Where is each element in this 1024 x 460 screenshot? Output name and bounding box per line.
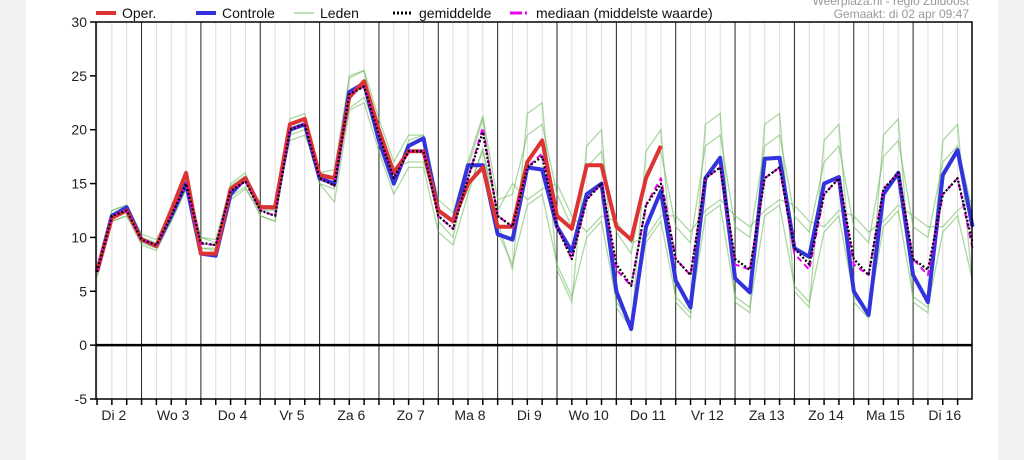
plot-frame xyxy=(95,21,973,400)
x-tick-label: Wo 10 xyxy=(569,407,609,423)
y-tick-label: 15 xyxy=(71,176,87,192)
legend-label: Controle xyxy=(222,5,275,21)
legend-label: gemiddelde xyxy=(419,5,492,21)
member-line xyxy=(96,96,973,270)
x-tick-label: Di 2 xyxy=(101,407,126,423)
mean-line xyxy=(95,85,974,287)
x-tick-label: Vr 12 xyxy=(691,407,724,423)
oper-line xyxy=(95,79,663,273)
x-tick-label: Ma 8 xyxy=(454,407,485,423)
source-note: Weerplaza.nl - regio Zuidoost xyxy=(812,0,969,8)
y-tick-label: 30 xyxy=(71,14,87,30)
member-line xyxy=(96,101,974,326)
y-tick-label: 10 xyxy=(71,229,87,245)
x-tick-label: Do 4 xyxy=(218,407,248,423)
y-tick-label: -5 xyxy=(75,391,88,407)
y-tick-label: 0 xyxy=(79,337,87,353)
member-line xyxy=(96,69,974,331)
x-tick-label: Zo 14 xyxy=(808,407,844,423)
x-tick-label: Vr 5 xyxy=(279,407,304,423)
x-tick-label: Di 16 xyxy=(928,407,961,423)
x-tick-label: Ma 15 xyxy=(866,407,905,423)
x-tick-label: Za 13 xyxy=(749,407,785,423)
legend-label: Oper. xyxy=(122,5,156,21)
y-tick-label: 25 xyxy=(71,68,87,84)
y-tick-label: 5 xyxy=(79,283,87,299)
legend-label: mediaan (middelste waarde) xyxy=(536,5,713,21)
median-line xyxy=(96,85,974,287)
y-tick-label: 20 xyxy=(71,122,87,138)
x-tick-label: Za 6 xyxy=(337,407,365,423)
x-tick-label: Wo 3 xyxy=(157,407,190,423)
created-timestamp: Gemaakt: di 02 apr 09:47 xyxy=(834,7,970,21)
x-tick-label: Do 11 xyxy=(630,407,667,423)
legend-label: Leden xyxy=(320,5,359,21)
x-tick-label: Zo 7 xyxy=(397,407,425,423)
x-tick-label: Di 9 xyxy=(517,407,542,423)
